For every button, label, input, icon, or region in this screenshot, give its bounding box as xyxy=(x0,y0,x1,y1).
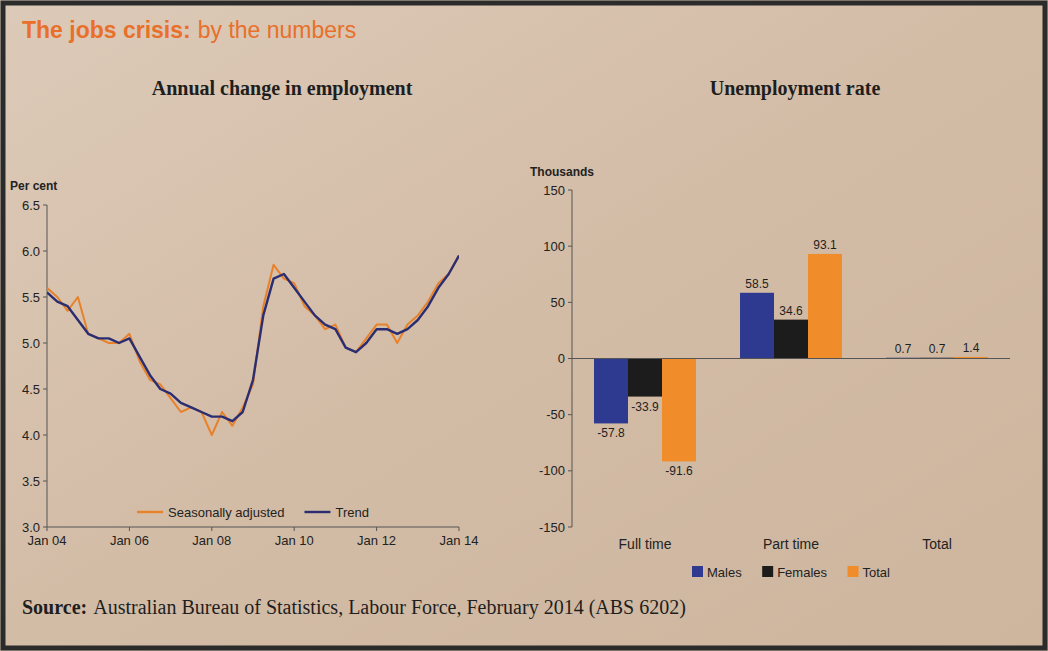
tick-mark xyxy=(43,205,47,206)
axis-title: Per cent xyxy=(10,179,57,193)
tick-mark xyxy=(568,527,572,528)
legend-label: Total xyxy=(863,565,891,580)
tick-mark xyxy=(568,358,572,359)
legend-item: Trend xyxy=(304,505,368,520)
tick-label: -150 xyxy=(539,520,565,535)
legend-label: Males xyxy=(707,565,742,580)
tick-label: Jan 10 xyxy=(275,533,314,548)
tick-mark xyxy=(211,527,212,531)
tick-mark xyxy=(43,297,47,298)
page: The jobs crisis: by the numbers Source: Aus… xyxy=(0,0,1048,651)
plot-area xyxy=(594,254,988,461)
tick-label: -100 xyxy=(539,463,565,478)
legend-label: Seasonally adjusted xyxy=(168,505,284,520)
title-part: The jobs crisis: xyxy=(22,17,191,43)
tick-mark xyxy=(43,251,47,252)
tick-mark xyxy=(376,527,377,531)
tick-mark xyxy=(129,527,130,531)
legend-item: Females xyxy=(762,565,827,580)
tick-label: 4.0 xyxy=(22,428,40,443)
data-label: 93.1 xyxy=(813,238,837,252)
tick-label: Jan 12 xyxy=(357,533,396,548)
bar xyxy=(808,254,842,359)
legend-label: Females xyxy=(777,565,827,580)
tick-mark xyxy=(459,527,460,531)
source-label: Source: xyxy=(22,596,87,618)
data-label: 0.7 xyxy=(929,342,946,356)
tick-label: Jan 14 xyxy=(439,533,478,548)
y-axis xyxy=(47,205,48,527)
tick-label: 100 xyxy=(543,239,565,254)
tick-mark xyxy=(568,414,572,415)
tick-label: Jan 04 xyxy=(27,533,66,548)
tick-label: 6.0 xyxy=(22,244,40,259)
tick-label: 4.5 xyxy=(22,382,40,397)
legend-item: Seasonally adjusted xyxy=(137,505,284,520)
tick-mark xyxy=(43,435,47,436)
tick-label: Full time xyxy=(619,536,672,552)
bar xyxy=(628,359,662,397)
tick-mark xyxy=(294,527,295,531)
zero-line xyxy=(572,358,1010,359)
tick-label: 150 xyxy=(543,183,565,198)
plot-area xyxy=(47,256,459,435)
axis-title: Thousands xyxy=(530,165,594,179)
bar xyxy=(662,359,696,462)
tick-mark xyxy=(43,481,47,482)
legend-item: Males xyxy=(692,565,742,580)
source-text: Australian Bureau of Statistics, Labour … xyxy=(93,596,686,619)
legend-label: Trend xyxy=(335,505,368,520)
data-label: -91.6 xyxy=(665,464,693,478)
tick-label: 3.5 xyxy=(22,474,40,489)
tick-label: Jan 08 xyxy=(192,533,231,548)
data-label: -57.8 xyxy=(597,426,625,440)
legend-swatch xyxy=(137,511,163,513)
tick-label: Jan 06 xyxy=(110,533,149,548)
tick-mark xyxy=(43,343,47,344)
frame xyxy=(3,3,1045,648)
line-series xyxy=(47,256,459,422)
legend-swatch xyxy=(762,566,773,577)
tick-label: Total xyxy=(922,536,952,552)
tick-label: 5.0 xyxy=(22,336,40,351)
data-label: 34.6 xyxy=(779,304,803,318)
tick-label: 50 xyxy=(551,295,565,310)
legend: Males Females Total xyxy=(692,565,890,580)
data-label: 0.7 xyxy=(895,342,912,356)
tick-mark xyxy=(568,470,572,471)
tick-mark xyxy=(47,527,48,531)
data-label: 58.5 xyxy=(745,277,769,291)
panel-1: Unemployment rate Thousands -150 -100 -50 0 50… xyxy=(530,77,1010,580)
chart-canvas: The jobs crisis: by the numbers Source: Aus… xyxy=(0,0,1048,651)
tick-mark xyxy=(43,527,47,528)
tick-label: 5.5 xyxy=(22,290,40,305)
page-title: The jobs crisis: by the numbers xyxy=(22,17,356,43)
legend-swatch xyxy=(848,566,859,577)
bar xyxy=(740,293,774,359)
background xyxy=(0,0,1048,651)
legend: Seasonally adjusted Trend xyxy=(137,505,369,520)
tick-label: 6.5 xyxy=(22,198,40,213)
data-label: 1.4 xyxy=(963,341,980,355)
bar xyxy=(594,359,628,424)
tick-label: 0 xyxy=(558,351,565,366)
tick-label: -50 xyxy=(546,407,565,422)
source: Source: Australian Bureau of Statistics, … xyxy=(22,596,686,619)
panel-title: Annual change in employment xyxy=(152,77,413,100)
legend-item: Total xyxy=(848,565,891,580)
tick-mark xyxy=(568,302,572,303)
tick-label: Part time xyxy=(763,536,819,552)
legend-swatch xyxy=(692,566,703,577)
tick-mark xyxy=(43,389,47,390)
title-part: by the numbers xyxy=(198,17,357,43)
data-label: -33.9 xyxy=(631,400,659,414)
panel-title: Unemployment rate xyxy=(710,77,881,100)
tick-mark xyxy=(568,190,572,191)
line-series xyxy=(47,256,459,435)
panel-0: Annual change in employmentPer cent3.03.… xyxy=(10,77,479,548)
x-axis xyxy=(47,527,459,528)
tick-mark xyxy=(568,246,572,247)
legend-swatch xyxy=(304,511,330,513)
bar xyxy=(774,320,808,359)
